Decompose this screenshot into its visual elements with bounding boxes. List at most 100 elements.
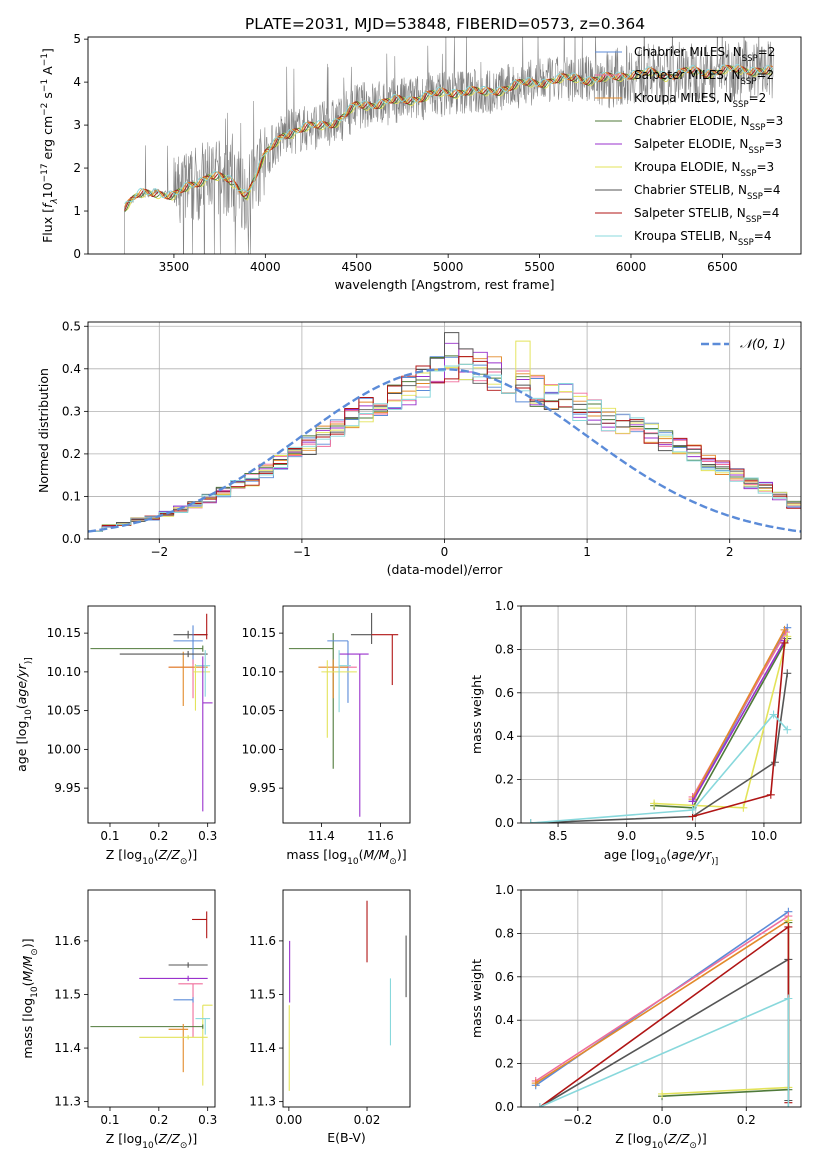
legend-label-sub: SSP (747, 192, 763, 202)
legend-label-tail: =3 (764, 137, 782, 151)
legend-label-base: Salpeter ELODIE, N (634, 137, 748, 151)
label-part: Z [log (106, 1131, 142, 1146)
x-tick-label: 0.2 (737, 1113, 756, 1127)
label-part: ( (154, 1131, 159, 1146)
mass-weight-marker-salpeter_stelib (784, 922, 793, 931)
legend-label-base: Kroupa ELODIE, N (634, 160, 741, 174)
y-tick-label: 0.1 (62, 489, 81, 503)
mass-weight-line-chabrier_stelib (530, 673, 789, 823)
label-part: ⊙ (389, 857, 397, 867)
label-part: 10 (24, 709, 34, 721)
frame-group: −2 −1 0 1 2 0.0 0.1 0.2 0.3 0.4 0.5 (data-model)/er… (36, 319, 802, 577)
frame-group: −0.2 0.0 0.2 0.0 0.2 0.4 0.6 0.8 1.0 Z [log10(Z/Z… (469, 883, 802, 1151)
label-part: ( (20, 981, 35, 986)
y-tick-label: 11.4 (249, 1041, 276, 1055)
mass-weight-marker-kroupa_elodie (650, 799, 659, 808)
axes-frame (87, 321, 802, 540)
y-axis-label: mass weight (469, 675, 484, 754)
histogram-chabrier_miles (88, 356, 801, 532)
x-tick-label: 0.2 (149, 829, 168, 843)
axes-frame (87, 36, 802, 255)
x-tick-label: 0 (441, 545, 449, 559)
x-tick-label: 0.00 (276, 1113, 303, 1127)
mass-weight-marker-kroupa_elodie (783, 632, 792, 641)
age-vs-mass-panel: 11.4 11.6 9.95 10.00 10.05 10.10 10.15 mass [lo… (242, 605, 411, 867)
label-part: 10 (30, 986, 40, 998)
x-axis-label: E(B-V) (327, 1130, 366, 1145)
y-tick-label: 10.10 (242, 665, 276, 679)
label-part: −1 (40, 79, 50, 92)
plot-area (531, 907, 793, 1107)
label-part: )] (24, 657, 34, 664)
x-tick-label: 0.1 (100, 829, 119, 843)
frame-group: 8.5 9.0 9.5 10.0 0.0 0.2 0.4 0.6 0.8 1.0 age [log1… (469, 599, 802, 867)
legend-label: Salpeter ELODIE, NSSP=3 (634, 137, 782, 156)
plot-area (288, 612, 399, 817)
y-tick-label: 0.0 (62, 532, 81, 546)
axes-frame (520, 889, 802, 1108)
mass-weight-marker-salpeter_stelib (766, 790, 775, 799)
model-spectrum-kroupa_stelib (124, 63, 773, 204)
legend-label-sub: SSP (746, 215, 762, 225)
histogram-salpeter_elodie (88, 342, 801, 532)
legend-label: 𝒩(0, 1) (740, 336, 786, 351)
x-tick-label: 6000 (616, 260, 647, 274)
legend-label: Kroupa MILES, NSSP=2 (634, 91, 766, 110)
x-tick-label: 11.4 (308, 829, 335, 843)
legend-label-base: Salpeter STELIB, N (634, 206, 746, 220)
label-part: Flux [ (40, 208, 55, 243)
mass-weight-marker-kroupa_stelib (783, 725, 792, 734)
mass-weight-line-kroupa_miles (535, 919, 789, 1084)
label-part: )] (711, 857, 718, 867)
legend-label: Salpeter MILES, NSSP=2 (634, 68, 774, 87)
y-tick-label: 10.05 (47, 704, 81, 718)
axes-frame (282, 889, 411, 1108)
y-tick-label: 0.6 (495, 686, 514, 700)
legend-label-tail: =2 (749, 91, 767, 105)
mass-weight-marker-chabrier_stelib (770, 758, 779, 767)
legend-label-tail: =2 (756, 68, 774, 82)
frame-group: 3500 4000 4500 5000 5500 6000 6500 0 1 2 3 4 5 wavele… (40, 32, 802, 292)
plot-area (124, 37, 774, 254)
spectrum-panel: 3500 4000 4500 5000 5500 6000 6500 0 1 2 3 4 5 wavele… (40, 32, 802, 292)
y-tick-label: 0.2 (62, 447, 81, 461)
mass-weight-line-salpeter_elodie (691, 640, 786, 802)
legend-label-tail: =4 (762, 206, 780, 220)
residual-histogram-panel: −2 −1 0 1 2 0.0 0.1 0.2 0.3 0.4 0.5 (data-model)/er… (36, 319, 802, 577)
axes-frame (87, 605, 216, 824)
legend-label-base: Kroupa MILES, N (634, 91, 733, 105)
y-tick-label: 0.5 (62, 319, 81, 333)
label-part: ⊙ (30, 948, 40, 956)
mass-weight-marker-kroupa_miles (780, 625, 789, 634)
x-tick-label: 10.0 (751, 829, 778, 843)
y-tick-label: 0.4 (495, 729, 514, 743)
mass-weight-marker-kroupa_stelib (688, 805, 697, 814)
frame-group: 0.00 0.02 11.3 11.4 11.5 11.6 E(B-V) (249, 889, 411, 1145)
y-tick-label: 4 (73, 75, 81, 89)
label-part: Z [log (106, 847, 142, 862)
legend-label-sub: SSP (738, 238, 754, 248)
y-tick-label: 10.05 (242, 704, 276, 718)
label-part: mass [log (286, 847, 347, 862)
mass-weight-line-salpeter_miles (535, 915, 789, 1082)
plot-area (526, 623, 792, 823)
x-tick-label: 9.5 (686, 829, 705, 843)
histogram-chabrier_stelib (88, 332, 801, 532)
legend-label-base: Chabrier STELIB, N (634, 183, 747, 197)
legend-label-sub: SSP (748, 146, 764, 156)
label-part: 10 (40, 182, 55, 198)
frame-group: 0.1 0.2 0.311.311.411.511.6Z [log10(Z/Z⊙)]… (20, 889, 217, 1151)
legend-label-tail: =4 (754, 229, 772, 243)
y-axis-label: mass [log10(M/M⊙)] (20, 938, 40, 1058)
y-tick-label: 1.0 (495, 599, 514, 613)
label-part: )] (20, 938, 35, 948)
label-part: M/M (364, 847, 390, 862)
mass-weight-marker-kroupa_stelib (526, 819, 535, 823)
y-tick-label: 9.95 (54, 781, 81, 795)
y-tick-label: 10.00 (47, 742, 81, 756)
y-tick-label: 0.0 (495, 1100, 514, 1114)
legend-label-sub: SSP (733, 100, 749, 110)
y-tick-label: 11.6 (54, 934, 81, 948)
